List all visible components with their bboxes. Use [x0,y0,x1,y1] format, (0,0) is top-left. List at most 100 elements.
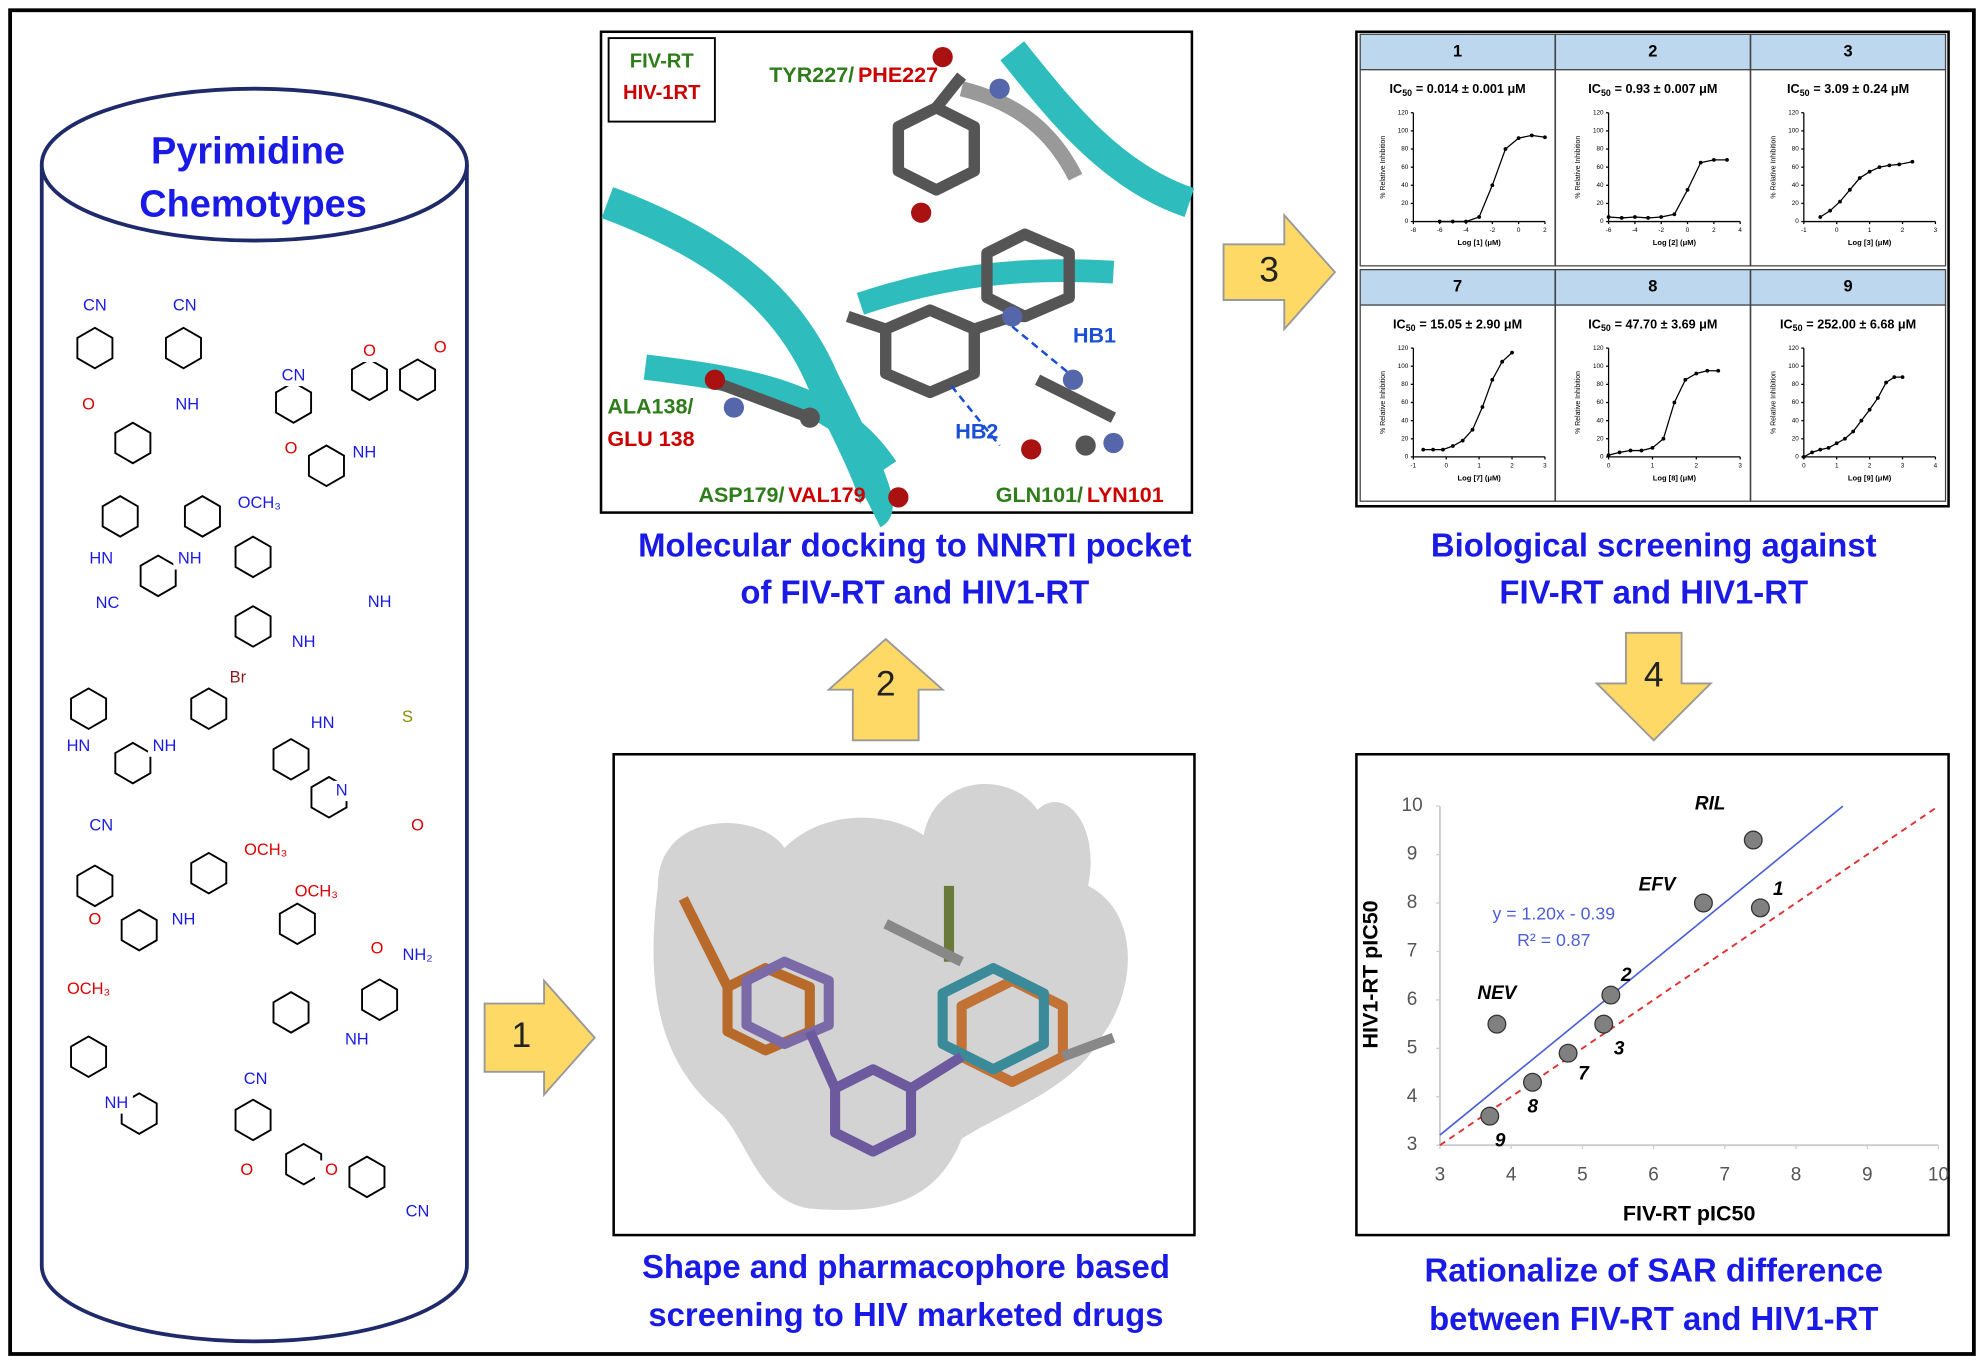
y-tick-label: 60 [1596,399,1604,406]
y-tick-label: 0 [1405,218,1409,225]
x-tick-label: -4 [1463,227,1469,234]
residue-fiv: ALA138/ [607,394,693,418]
panel-body [1554,304,1751,502]
panel-body [1359,69,1556,267]
atoms [704,46,1124,508]
label-bg [72,394,106,416]
label-bg [91,593,124,614]
step-number: 1 [511,1015,531,1055]
y-tick-label: 0 [1600,218,1604,225]
panel-header [1554,33,1751,71]
y-tick-label: 40 [1792,182,1800,189]
y-tick-label: 3 [1407,1134,1418,1155]
ribbon [856,259,1115,315]
ic50-value: = 15.05 ± 2.90 μM [1419,318,1522,332]
y-tick-label: 20 [1596,200,1604,207]
point-label: 3 [1614,1038,1625,1059]
x-tick-label: 0 [1607,462,1611,469]
x-tick-label: 2 [1901,227,1905,234]
caption: Shape and pharmacophore based [642,1248,1170,1285]
residue-hiv: LYN101 [1087,483,1164,507]
x-tick-label: -1 [1801,227,1807,234]
ring [76,326,114,370]
y-tick-label: 7 [1407,940,1418,961]
ic50-prefix: IC [1588,318,1601,332]
dose-point [1619,216,1624,220]
dose-point [1437,219,1442,224]
atom-label: Br [230,669,247,687]
ring [275,381,313,424]
y-axis-title: HIV1-RT pIC50 [1358,900,1382,1048]
caption: FIV-RT and HIV1-RT [1499,574,1808,611]
label-bg [168,296,202,317]
hbond-label: HB1 [1073,323,1116,347]
dose-point [1543,135,1547,140]
residues: TYR227/PHE227 ALA138/GLU 138 ASP179/VAL179… [607,63,1163,507]
y-tick-label: 100 [1398,128,1409,135]
label-bg [221,668,255,689]
step-number: 3 [1259,250,1279,290]
point-label: EFV [1639,874,1677,895]
ring [234,1098,272,1142]
step-number: 2 [876,663,896,703]
data-point [1480,1106,1500,1126]
x-tick-label: 2 [1543,227,1547,234]
dose-point [1694,371,1699,376]
dose-point [1477,215,1482,219]
ring [234,605,272,648]
x-tick-label: 1 [1477,462,1481,469]
arrows: 1 2 3 4 [483,212,1713,1098]
point-label: RIL [1695,794,1726,815]
x-tick-label: 4 [1738,227,1742,234]
label-bg [401,1202,434,1223]
atom-label: NC [96,594,120,612]
atom-label: O [82,395,95,413]
label-bg [78,909,112,931]
ribbon [601,187,893,528]
dose-point [1672,212,1677,217]
atom-label: OCH₃ [67,980,110,998]
ring [70,687,108,731]
legend-entry: FIV-RT [630,50,695,72]
caption: Rationalize of SAR difference [1424,1252,1883,1289]
dose-point [1851,429,1856,434]
dose-curve [1423,352,1513,451]
x-tick-label: 3 [1901,462,1905,469]
y-tick-label: 80 [1596,146,1604,153]
y-tick-label: 5 [1407,1037,1418,1058]
dose-point [1892,375,1897,380]
y-tick-label: 120 [1398,109,1409,116]
x-tick-label: -6 [1437,227,1443,234]
data-point [1693,893,1713,913]
y-tick-label: 100 [1788,363,1799,370]
ring [190,687,228,731]
panel-header-label: 2 [1648,42,1657,60]
x-tick-label: -2 [1658,227,1664,234]
data-point [1743,830,1763,850]
x-tick-label: 2 [1868,462,1872,469]
chemotypes-title: Chemotypes [139,183,367,225]
ic50-prefix: IC [1780,318,1793,332]
x-tick-label: 3 [1934,227,1938,234]
chemotypes-title: Pyrimidine [151,130,345,172]
label-bg [72,979,106,1000]
x-tick-label: 3 [1738,462,1742,469]
y-tick-label: 40 [1596,182,1604,189]
y-tick-label: 60 [1792,164,1800,171]
step-arrow [826,637,946,742]
dose-point [1725,158,1729,162]
y-tick-label: 20 [1596,435,1604,442]
y-tick-label: 80 [1401,381,1409,388]
dose-point [1859,418,1864,423]
point-label: 7 [1578,1064,1590,1085]
caption: Molecular docking to NNRTI pocket [638,527,1192,564]
dose-point [1828,208,1833,213]
atom-label: CN [244,1070,268,1088]
dose-point [1650,445,1655,450]
x-tick-label: 4 [1506,1165,1517,1186]
dose-point [1884,380,1888,385]
dose-point [1646,216,1650,220]
data-point [1750,898,1770,918]
x-tick-label: 2 [1712,227,1716,234]
